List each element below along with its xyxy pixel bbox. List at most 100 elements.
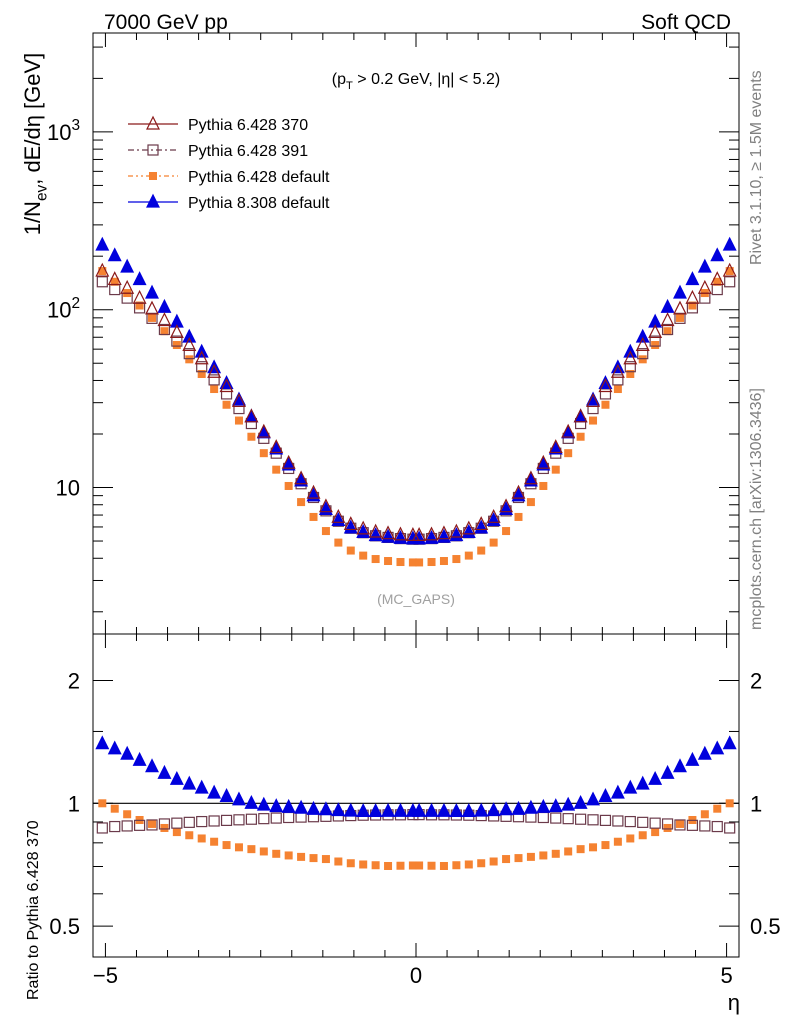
main-series-3	[95, 236, 737, 545]
ratio-data-point	[610, 784, 625, 799]
ratio-data-point	[331, 802, 346, 817]
main-data-point	[464, 551, 473, 560]
main-data-point	[232, 391, 246, 406]
main-data-point	[648, 324, 663, 339]
main-data-point	[548, 440, 563, 455]
main-data-point	[294, 472, 309, 487]
ratio-data-point	[234, 843, 243, 852]
ratio-data-point	[145, 758, 159, 773]
ratio-data-point	[107, 740, 122, 755]
main-data-point	[710, 271, 725, 286]
main-data-point	[523, 470, 538, 485]
ratio-data-point	[245, 813, 257, 825]
legend-marker	[146, 115, 160, 130]
main-data-point	[536, 454, 551, 469]
main-data-point	[157, 312, 172, 327]
ratio-data-point	[371, 861, 380, 870]
main-data-point	[561, 423, 576, 438]
ratio-data-point	[576, 845, 585, 854]
ratio-data-point	[207, 784, 222, 799]
main-data-point	[635, 337, 650, 351]
main-data-point	[169, 324, 184, 339]
main-data-point	[551, 465, 560, 474]
ratio-data-point	[109, 820, 121, 833]
main-data-point	[158, 323, 171, 336]
ratio-data-point	[210, 837, 219, 846]
ratio-data-point	[439, 861, 448, 870]
main-y-tick-label-part: 10	[47, 120, 71, 145]
ratio-data-point	[499, 801, 514, 816]
ratio-data-point	[511, 800, 526, 815]
main-data-point	[132, 289, 147, 304]
main-data-point	[393, 526, 408, 541]
ratio-data-point	[368, 803, 383, 818]
ratio-data-point	[424, 802, 439, 817]
ratio-data-point	[675, 819, 684, 828]
main-data-point	[436, 525, 451, 540]
ratio-y-tick-label-right: 0.5	[750, 914, 781, 939]
main-data-point	[502, 527, 511, 536]
ratio-data-point	[536, 798, 551, 813]
main-data-point	[160, 327, 169, 336]
main-data-point	[408, 558, 417, 567]
main-data-point	[145, 284, 159, 299]
main-data-point	[539, 481, 548, 490]
ratio-data-point	[169, 770, 184, 785]
ratio-data-point	[514, 854, 523, 863]
main-data-point	[321, 527, 330, 536]
ratio-data-point	[197, 834, 206, 843]
main-data-point	[306, 484, 321, 499]
main-data-point	[294, 470, 309, 485]
ratio-data-point	[232, 791, 246, 806]
ratio-data-point	[220, 814, 233, 826]
main-data-point	[259, 449, 268, 458]
ratio-data-point	[309, 854, 318, 863]
ratio-data-point	[259, 847, 268, 856]
side-label-bottom: mcplots.cern.ch [arXiv:1306.3436]	[748, 388, 765, 630]
ratio-data-point	[343, 802, 358, 817]
ratio-data-point	[393, 802, 408, 817]
main-data-point	[601, 400, 610, 409]
ratio-data-point	[449, 803, 464, 818]
main-y-tick-label-part: 2	[71, 295, 80, 312]
main-data-point	[384, 557, 393, 566]
ratio-data-point	[561, 796, 576, 811]
main-cut-annotation: (pT​ > 0.2 GeV, |η| < 5.2)	[332, 71, 500, 92]
ratio-data-point	[96, 822, 108, 834]
ratio-data-point	[674, 819, 686, 831]
ratio-data-point	[297, 852, 306, 861]
ratio-data-point	[589, 843, 598, 852]
ratio-data-point	[247, 845, 256, 854]
main-data-point	[613, 385, 622, 394]
ratio-y-axis-label: Ratio to Pythia 6.428 370	[25, 820, 42, 1000]
main-data-point	[207, 359, 222, 374]
main-data-point	[427, 558, 436, 567]
ratio-y-tick-label-left: 0.5	[49, 914, 80, 939]
main-data-point	[626, 369, 635, 378]
main-data-point	[564, 449, 573, 458]
legend-marker	[146, 193, 160, 208]
ratio-data-point	[415, 861, 424, 870]
ratio-data-point	[686, 819, 699, 831]
ratio-data-point	[346, 859, 355, 868]
ratio-data-point	[598, 788, 613, 802]
main-data-point	[724, 276, 736, 288]
main-data-point	[256, 424, 271, 439]
main-data-point	[722, 262, 737, 277]
main-data-point	[638, 355, 647, 364]
main-data-point	[673, 284, 687, 299]
ratio-data-point	[233, 814, 245, 826]
main-y-tick-label-part: 10	[56, 476, 80, 501]
main-data-point	[148, 313, 157, 322]
main-data-point	[623, 350, 638, 365]
ratio-data-point	[270, 812, 282, 824]
ratio-data-point	[359, 860, 368, 869]
main-series-0	[95, 262, 737, 541]
x-axis-label: η	[728, 990, 740, 1015]
ratio-data-point	[306, 800, 321, 815]
ratio-data-point	[699, 820, 711, 832]
main-data-point	[343, 516, 358, 531]
legend-marker	[147, 144, 159, 156]
ratio-y-tick-label-right: 2	[750, 668, 762, 693]
main-data-point	[514, 512, 523, 521]
